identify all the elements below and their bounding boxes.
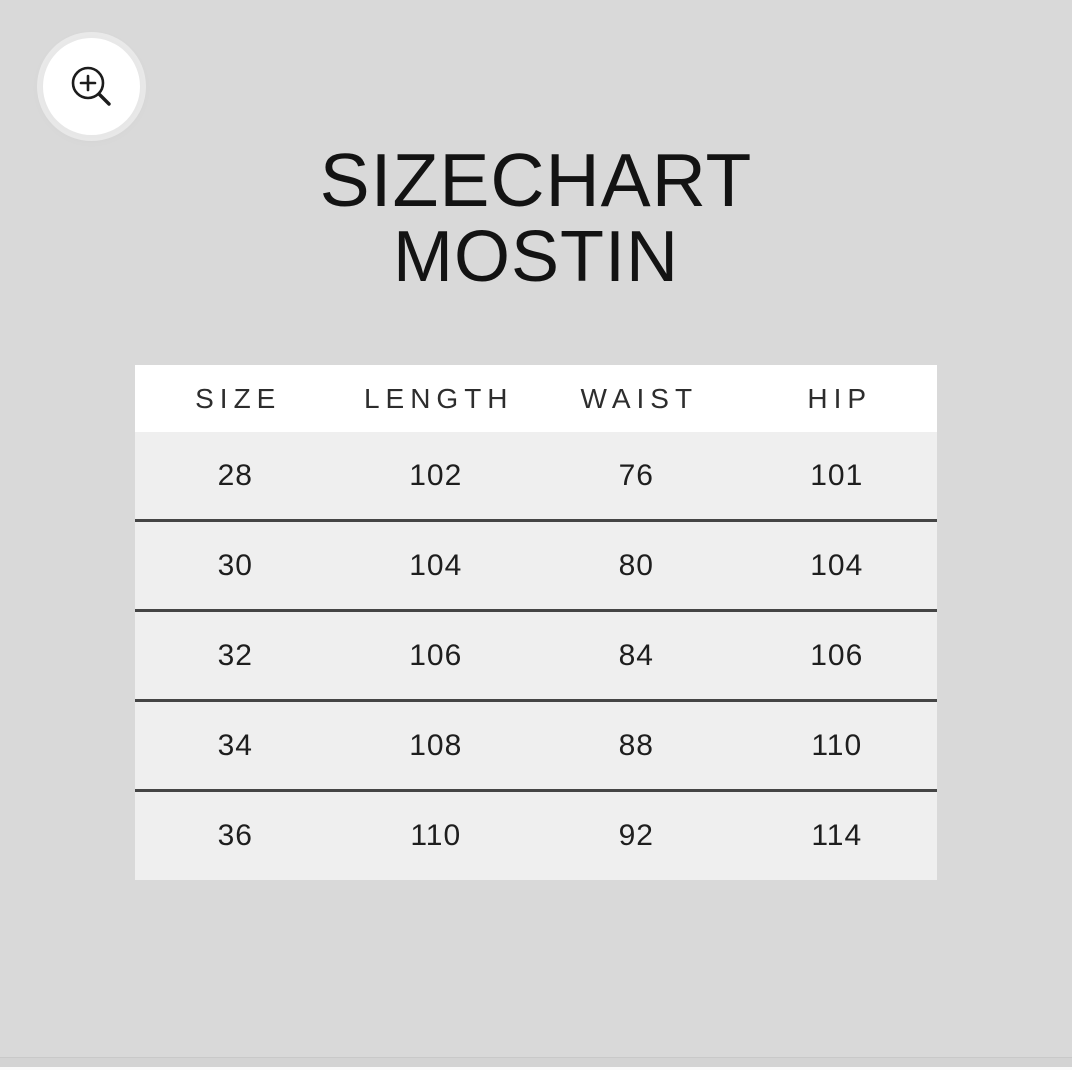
cell-hip: 114 [811, 819, 863, 852]
page-subtitle: MOSTIN [393, 217, 679, 297]
cell-size: 28 [217, 458, 253, 492]
cell-size: 34 [217, 728, 253, 762]
cell-waist: 92 [618, 819, 654, 852]
bottom-edge-strip [0, 1057, 1072, 1070]
table-row: 32 106 84 106 [135, 612, 937, 702]
cell-waist: 88 [618, 728, 654, 762]
column-header-waist: WAIST [580, 382, 699, 414]
table-row: 28 102 76 101 [135, 432, 937, 522]
cell-hip: 106 [810, 638, 864, 672]
table-row: 30 104 80 104 [135, 522, 937, 612]
table-row: 36 110 92 114 [135, 792, 937, 880]
cell-length: 106 [409, 638, 463, 672]
cell-length: 110 [410, 819, 462, 852]
cell-waist: 80 [618, 548, 654, 582]
cell-hip: 110 [811, 728, 863, 762]
cell-size: 32 [217, 638, 253, 672]
page-title: SIZECHART [319, 138, 753, 222]
cell-length: 108 [409, 728, 463, 762]
cell-hip: 101 [810, 458, 864, 492]
table-header-row: SIZE LENGTH WAIST HIP [135, 365, 937, 432]
cell-length: 104 [409, 548, 463, 582]
cell-size: 30 [217, 548, 253, 582]
magnifier-plus-icon [71, 66, 111, 106]
table-row: 34 108 88 110 [135, 702, 937, 792]
zoom-button[interactable] [43, 38, 140, 135]
cell-waist: 84 [618, 638, 654, 672]
size-chart-table: SIZE LENGTH WAIST HIP 28 102 76 101 30 1… [135, 365, 937, 880]
cell-size: 36 [217, 819, 253, 852]
cell-length: 102 [409, 458, 463, 492]
column-header-hip: HIP [807, 382, 873, 414]
column-header-size: SIZE [195, 382, 282, 414]
column-header-length: LENGTH [363, 382, 514, 414]
cell-waist: 76 [618, 458, 654, 492]
cell-hip: 104 [810, 548, 864, 582]
title-block: SIZECHART MOSTIN [0, 138, 1072, 297]
